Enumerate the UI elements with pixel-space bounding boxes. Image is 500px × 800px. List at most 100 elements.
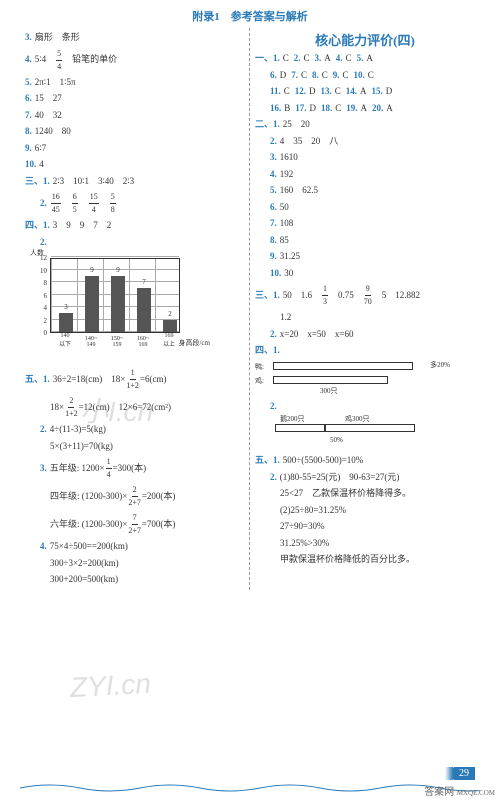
- fraction: 58: [110, 191, 116, 216]
- text: 6∶7: [35, 142, 46, 156]
- text: 四年级: (1200-300)×: [50, 490, 127, 504]
- text: 300+200=500(km): [50, 573, 118, 587]
- item-num: 1.: [273, 344, 280, 358]
- text: 4: [39, 158, 44, 172]
- item-num: 2.: [270, 135, 277, 149]
- text: (1)80-55=25(元) 90-63=27(元): [280, 471, 400, 485]
- brand: 答案网 MXQE.COM: [424, 783, 495, 798]
- item-num: 10.: [25, 158, 36, 172]
- text: 85: [280, 234, 289, 248]
- text: 3 9 9 7 2: [53, 219, 112, 233]
- item-num: 1.: [273, 118, 280, 132]
- text: 0.75: [329, 289, 363, 303]
- item-num: 5.: [25, 76, 32, 90]
- item-num: 2.: [40, 197, 47, 211]
- text: 108: [280, 217, 294, 231]
- fraction: 72+7: [128, 512, 141, 537]
- item-num: 1.: [43, 219, 50, 233]
- text: 300÷3×2=200(km): [50, 557, 119, 571]
- right-column: 核心能力评价(四) 一、1.C2.C3.A4.C5.A6.D7.C8.C9.C1…: [250, 28, 480, 590]
- text: 30: [284, 267, 293, 281]
- text: 25<27 乙款保温杯价格降得多。: [280, 487, 411, 501]
- text: 1.2: [280, 311, 291, 325]
- item-num: 1.: [273, 289, 280, 303]
- text: 5∶4: [35, 53, 46, 67]
- fraction: 21+2: [65, 395, 78, 420]
- text: =200(本): [142, 490, 176, 504]
- item-num: 4.: [270, 168, 277, 182]
- text: 27÷90=30%: [280, 520, 325, 534]
- section-title: 核心能力评价(四): [255, 30, 475, 49]
- item-num: 9.: [25, 142, 32, 156]
- text: 75×4÷500=: [50, 540, 92, 554]
- item-num: 7.: [25, 109, 32, 123]
- section: 二、: [255, 118, 273, 132]
- text: 六年级: (1200-300)×: [50, 518, 127, 532]
- text: =200(km): [92, 540, 128, 554]
- text: 2∶3 10∶1 3∶40 2∶3: [53, 175, 134, 189]
- text: (2)25÷80=31.25%: [280, 504, 346, 518]
- item-num: 8.: [270, 234, 277, 248]
- watermark: ZYI.cn: [69, 668, 151, 704]
- text: 50 1.6: [283, 289, 321, 303]
- fraction: 1645: [51, 191, 61, 216]
- item-num: 1.: [43, 175, 50, 189]
- text: 36÷2=18(cm) 18×: [53, 373, 126, 387]
- text: 25 20: [283, 118, 310, 132]
- x-label: 身高段/cm: [179, 338, 211, 348]
- text: =6(cm): [140, 373, 167, 387]
- diagram-duck-chicken: 鸭: 多20% 鸡: 300只: [255, 360, 455, 395]
- item-num: 4.: [40, 540, 47, 554]
- text: 160 62.5: [280, 184, 318, 198]
- item-num: 2.: [270, 471, 277, 485]
- text: =12(cm) 12×6=72(cm²): [79, 401, 171, 415]
- section: 四、: [255, 344, 273, 358]
- text: =700(本): [142, 518, 176, 532]
- item-num: 2.: [40, 423, 47, 437]
- content: 3.扇形 条形 4.5∶4 54 铅笔的单价 5.2π∶1 1∶5π 6.15 …: [0, 28, 500, 590]
- item-num: 3.: [40, 462, 47, 476]
- text: =300(本): [113, 462, 147, 476]
- item-num: 3.: [25, 31, 32, 45]
- text: 500÷(5500-500)=10%: [283, 454, 364, 468]
- fraction: 54: [56, 48, 62, 73]
- text: 2π∶1 1∶5π: [35, 76, 76, 90]
- section: 三、: [255, 289, 273, 303]
- item-num: 10.: [270, 267, 281, 281]
- section: 三、: [25, 175, 43, 189]
- text: 40 32: [35, 109, 62, 123]
- bar-chart: 人数 39972 身高段/cm 024681012140 以下140~ 1491…: [25, 253, 205, 363]
- item-num: 6.: [270, 201, 277, 215]
- section: 五、: [25, 373, 43, 387]
- fraction: 13: [322, 283, 328, 308]
- text: 4÷(11-3)=5(kg): [50, 423, 106, 437]
- text: 31.25: [280, 250, 300, 264]
- text: 192: [280, 168, 294, 182]
- item-num: 6.: [25, 92, 32, 106]
- page-number: 29: [453, 767, 475, 780]
- item-num: 1.: [273, 454, 280, 468]
- item-num: 3.: [270, 151, 277, 165]
- item-num: 2.: [40, 236, 47, 250]
- text: 15 27: [35, 92, 62, 106]
- item-num: 8.: [25, 125, 32, 139]
- section: 四、: [25, 219, 43, 233]
- section: 五、: [255, 454, 273, 468]
- fraction: 970: [364, 283, 372, 308]
- text: 5 12.882: [373, 289, 420, 303]
- item-num: 4.: [25, 53, 32, 67]
- page-header: 附录1 参考答案与解析: [0, 0, 500, 28]
- text: 1610: [280, 151, 298, 165]
- item-num: 9.: [270, 250, 277, 264]
- item-num: 7.: [270, 217, 277, 231]
- text: 31.25%>30%: [280, 537, 329, 551]
- left-column: 3.扇形 条形 4.5∶4 54 铅笔的单价 5.2π∶1 1∶5π 6.15 …: [20, 28, 250, 590]
- item-num: 2.: [270, 400, 277, 414]
- item-num: 1.: [43, 373, 50, 387]
- text: 4 35 20 八: [280, 135, 339, 149]
- fraction: 11+2: [126, 367, 139, 392]
- mc-answers: 一、1.C2.C3.A4.C5.A6.D7.C8.C9.C10.C11.C12.…: [255, 52, 475, 115]
- fraction: 22+7: [128, 484, 141, 509]
- text: 铅笔的单价: [72, 53, 117, 67]
- diagram-goose-chicken: 鹅200只 鸡300只 50%: [275, 416, 475, 451]
